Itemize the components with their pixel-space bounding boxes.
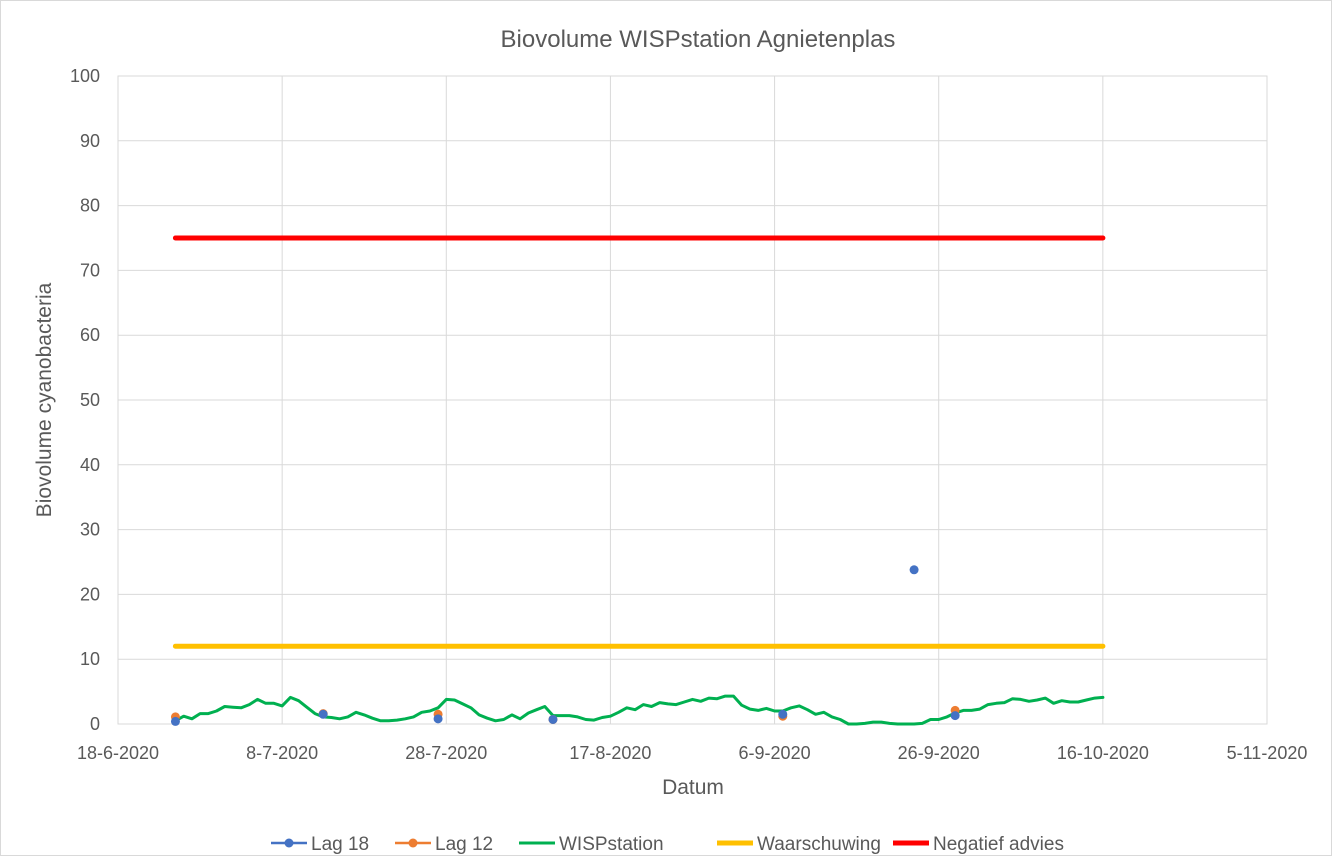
chart-title: Biovolume WISPstation Agnietenplas <box>501 26 896 53</box>
x-tick-label: 18-6-2020 <box>77 743 159 763</box>
y-tick-label: 60 <box>80 325 100 345</box>
lag-12-legend-marker <box>408 838 418 848</box>
wispstation-line <box>173 694 1105 726</box>
y-tick-label: 90 <box>80 131 100 151</box>
y-tick-labels: 0 10 20 30 40 50 60 70 80 90 100 <box>70 66 100 734</box>
lag-18-point <box>318 709 328 719</box>
negatief-advies-legend-label: Negatief advies <box>933 834 1064 855</box>
y-tick-label: 20 <box>80 584 100 604</box>
y-axis-title: Biovolume cyanobacteria <box>33 282 56 517</box>
y-tick-label: 70 <box>80 260 100 280</box>
x-tick-label: 26-9-2020 <box>898 743 980 763</box>
x-tick-label: 8-7-2020 <box>246 743 318 763</box>
plot-area-border <box>117 75 1268 725</box>
lag-18-point <box>909 565 919 575</box>
lag-18-point <box>433 714 443 724</box>
x-tick-label: 6-9-2020 <box>739 743 811 763</box>
y-tick-label: 80 <box>80 196 100 216</box>
x-tick-label: 28-7-2020 <box>405 743 487 763</box>
waarschuwing-legend-label: Waarschuwing <box>757 834 881 855</box>
lag-18-point <box>950 711 960 721</box>
x-tick-label: 5-11-2020 <box>1227 743 1308 763</box>
y-tick-label: 0 <box>90 714 100 734</box>
x-tick-label: 17-8-2020 <box>569 743 651 763</box>
x-axis-title: Datum <box>662 776 724 799</box>
lag-12-legend-label: Lag 12 <box>435 834 493 855</box>
y-tick-label: 40 <box>80 455 100 475</box>
lag-18-point <box>548 714 558 724</box>
gridlines <box>117 75 1268 725</box>
y-tick-label: 50 <box>80 390 100 410</box>
lag-18-legend-marker <box>284 838 294 848</box>
lag-18-legend-label: Lag 18 <box>311 834 369 855</box>
y-tick-label: 30 <box>80 520 100 540</box>
y-tick-label: 10 <box>80 649 100 669</box>
legend: Lag 18 Lag 12 WISPstation Waarschuwing Negat… <box>271 834 1064 855</box>
series-layer <box>170 235 1106 726</box>
y-tick-label: 100 <box>70 66 100 86</box>
lag-18-point <box>778 709 788 719</box>
x-tick-labels: 18-6-2020 8-7-2020 28-7-2020 17-8-2020 6-9-2… <box>77 743 1307 763</box>
lag-18-point <box>170 716 180 726</box>
x-tick-label: 16-10-2020 <box>1057 743 1149 763</box>
wispstation-legend-label: WISPstation <box>559 834 664 855</box>
